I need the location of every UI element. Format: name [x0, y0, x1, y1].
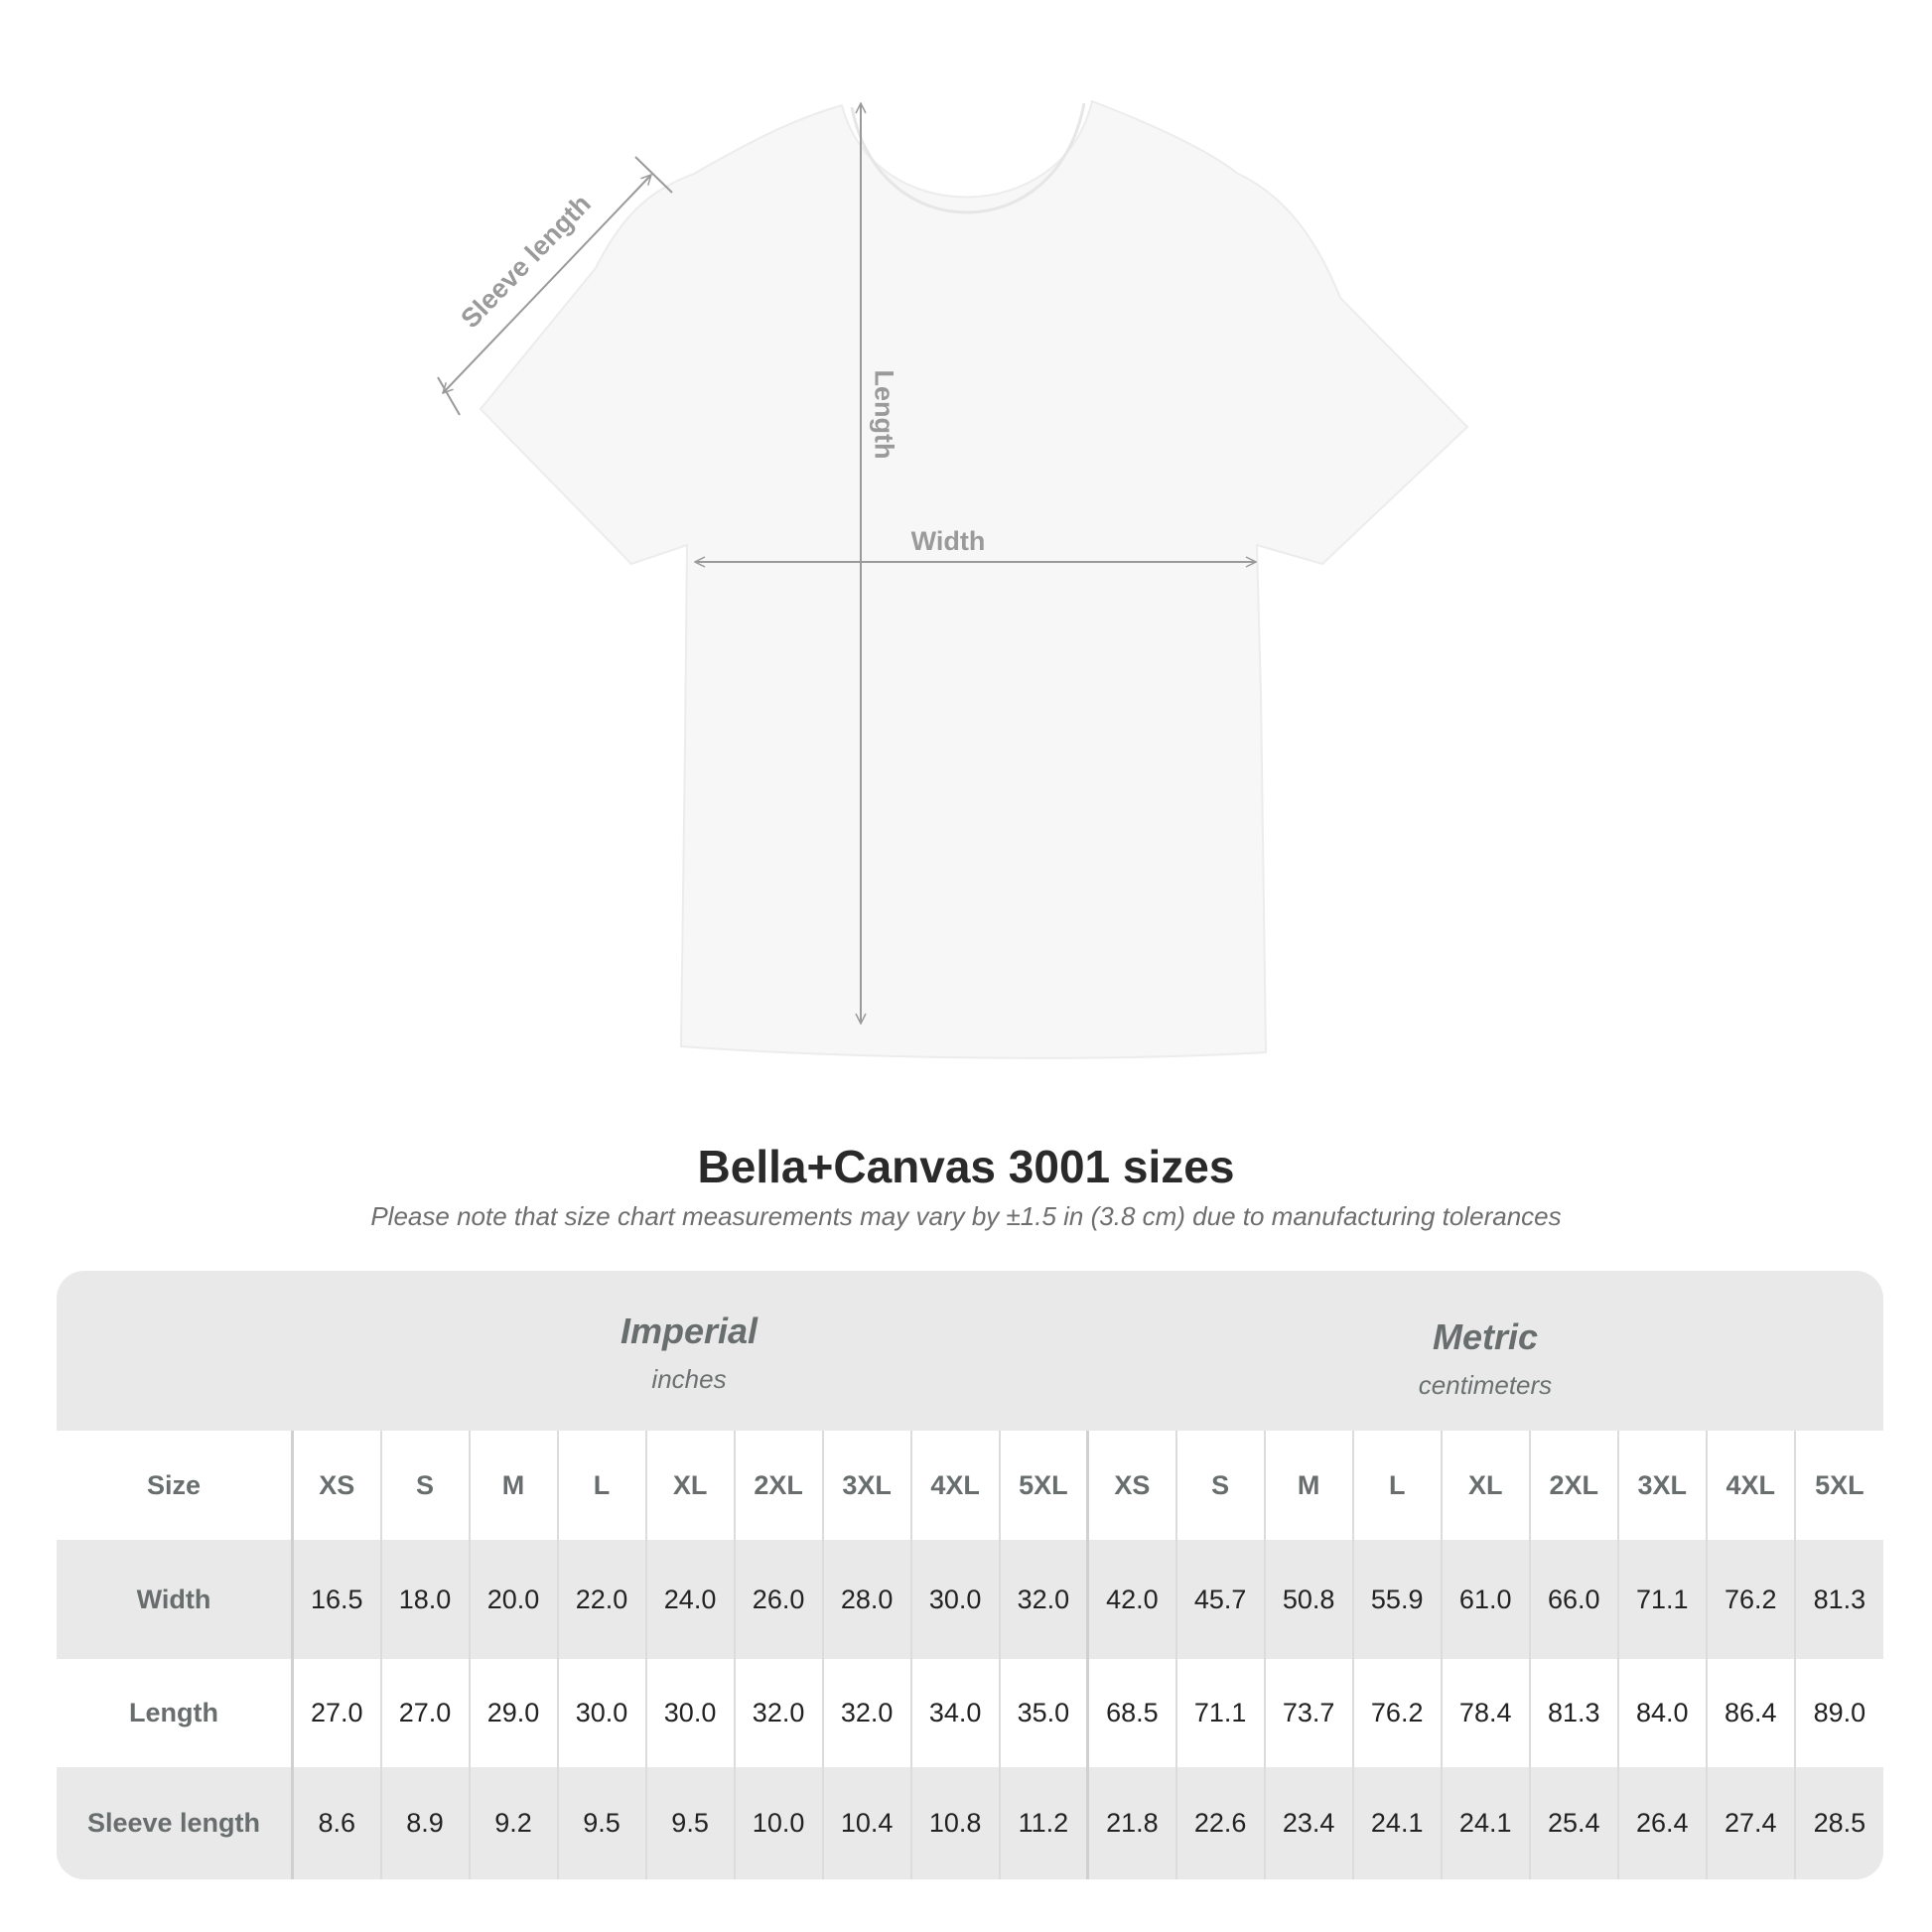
metric-value: 84.0 [1616, 1659, 1707, 1767]
imperial-size-m: M [468, 1431, 558, 1540]
metric-value: 27.4 [1705, 1767, 1795, 1879]
imperial-size-5xl: 5XL [998, 1431, 1088, 1540]
metric-value: 71.1 [1616, 1540, 1707, 1659]
metric-value: 21.8 [1086, 1767, 1176, 1879]
imperial-value: 10.4 [821, 1767, 911, 1879]
imperial-value: 22.0 [556, 1540, 646, 1659]
width-label: Width [910, 526, 986, 556]
imperial-value: 20.0 [468, 1540, 558, 1659]
imperial-size-l: L [556, 1431, 646, 1540]
metric-size-2xl: 2XL [1528, 1431, 1618, 1540]
metric-value: 55.9 [1351, 1540, 1442, 1659]
imperial-size-2xl: 2XL [733, 1431, 823, 1540]
imperial-value: 32.0 [821, 1659, 911, 1767]
imperial-value: 32.0 [733, 1659, 823, 1767]
table-row: Sleeve length 8.6 8.9 9.2 9.5 9.5 10.0 10.4 10.8… [57, 1767, 1883, 1879]
metric-value: 22.6 [1174, 1767, 1265, 1879]
imperial-unit: inches [651, 1364, 727, 1394]
size-chart-table: Imperial inches Metric centimeters Size X… [57, 1271, 1883, 1879]
imperial-value: 9.5 [644, 1767, 735, 1879]
metric-value: 66.0 [1528, 1540, 1618, 1659]
imperial-size-xl: XL [644, 1431, 735, 1540]
table-row: Width 16.5 18.0 20.0 22.0 24.0 26.0 28.0 30.0 32.… [57, 1540, 1883, 1659]
metric-size-3xl: 3XL [1616, 1431, 1707, 1540]
metric-title: Metric [1432, 1316, 1539, 1357]
table-row: Length 27.0 27.0 29.0 30.0 30.0 32.0 32.0 34.0 35… [57, 1659, 1883, 1767]
metric-value: 71.1 [1174, 1659, 1265, 1767]
metric-value: 42.0 [1086, 1540, 1176, 1659]
imperial-size-3xl: 3XL [821, 1431, 911, 1540]
page-title: Bella+Canvas 3001 sizes [697, 1141, 1235, 1192]
metric-value: 61.0 [1440, 1540, 1530, 1659]
metric-value: 81.3 [1793, 1540, 1883, 1659]
metric-value: 23.4 [1263, 1767, 1353, 1879]
metric-value: 89.0 [1793, 1659, 1883, 1767]
imperial-value: 32.0 [998, 1540, 1088, 1659]
row-label: Length [57, 1659, 293, 1767]
metric-value: 68.5 [1086, 1659, 1176, 1767]
imperial-value: 35.0 [998, 1659, 1088, 1767]
imperial-title: Imperial [620, 1311, 759, 1351]
metric-value: 50.8 [1263, 1540, 1353, 1659]
imperial-value: 30.0 [909, 1540, 1000, 1659]
size-label: Size [57, 1431, 293, 1540]
imperial-value: 18.0 [379, 1540, 470, 1659]
imperial-header: Imperial inches [291, 1311, 1087, 1470]
imperial-value: 30.0 [556, 1659, 646, 1767]
sleeve-arrow [443, 175, 651, 393]
row-label: Width [57, 1540, 293, 1659]
imperial-value: 16.5 [290, 1540, 381, 1659]
metric-value: 76.2 [1705, 1540, 1795, 1659]
imperial-value: 30.0 [644, 1659, 735, 1767]
tshirt-diagram [437, 99, 1469, 1059]
metric-value: 26.4 [1616, 1767, 1707, 1879]
imperial-size-4xl: 4XL [909, 1431, 1000, 1540]
metric-value: 76.2 [1351, 1659, 1442, 1767]
metric-value: 25.4 [1528, 1767, 1618, 1879]
size-header-row: Size XS S M L XL 2XL 3XL 4XL 5XL XS S M L XL 2XL 3XL 4XL 5… [57, 1431, 1883, 1540]
metric-value: 78.4 [1440, 1659, 1530, 1767]
imperial-value: 9.5 [556, 1767, 646, 1879]
metric-unit: centimeters [1418, 1370, 1553, 1400]
metric-value: 24.1 [1351, 1767, 1442, 1879]
metric-size-4xl: 4XL [1705, 1431, 1795, 1540]
imperial-value: 8.6 [290, 1767, 381, 1879]
metric-value: 81.3 [1528, 1659, 1618, 1767]
metric-size-5xl: 5XL [1793, 1431, 1883, 1540]
metric-size-l: L [1351, 1431, 1442, 1540]
imperial-value: 27.0 [290, 1659, 381, 1767]
imperial-value: 34.0 [909, 1659, 1000, 1767]
metric-value: 45.7 [1174, 1540, 1265, 1659]
imperial-value: 26.0 [733, 1540, 823, 1659]
imperial-value: 29.0 [468, 1659, 558, 1767]
imperial-value: 8.9 [379, 1767, 470, 1879]
metric-value: 73.7 [1263, 1659, 1353, 1767]
metric-size-xl: XL [1440, 1431, 1530, 1540]
tshirt-body [479, 99, 1469, 1059]
imperial-value: 9.2 [468, 1767, 558, 1879]
metric-header: Metric centimeters [1087, 1316, 1883, 1476]
imperial-size-s: S [379, 1431, 470, 1540]
metric-size-s: S [1174, 1431, 1265, 1540]
imperial-value: 10.8 [909, 1767, 1000, 1879]
metric-value: 24.1 [1440, 1767, 1530, 1879]
size-grid: Size XS S M L XL 2XL 3XL 4XL 5XL XS S M L XL 2XL 3XL 4XL 5… [57, 1431, 1883, 1879]
length-label: Length [869, 369, 899, 460]
imperial-value: 10.0 [733, 1767, 823, 1879]
metric-size-xs: XS [1086, 1431, 1176, 1540]
imperial-value: 27.0 [379, 1659, 470, 1767]
imperial-value: 24.0 [644, 1540, 735, 1659]
tolerance-note: Please note that size chart measurements… [370, 1201, 1562, 1231]
row-label: Sleeve length [57, 1767, 293, 1879]
metric-size-m: M [1263, 1431, 1353, 1540]
imperial-value: 11.2 [998, 1767, 1088, 1879]
imperial-value: 28.0 [821, 1540, 911, 1659]
metric-value: 86.4 [1705, 1659, 1795, 1767]
tshirt-collar [850, 102, 1086, 214]
imperial-size-xs: XS [290, 1431, 381, 1540]
metric-value: 28.5 [1793, 1767, 1883, 1879]
